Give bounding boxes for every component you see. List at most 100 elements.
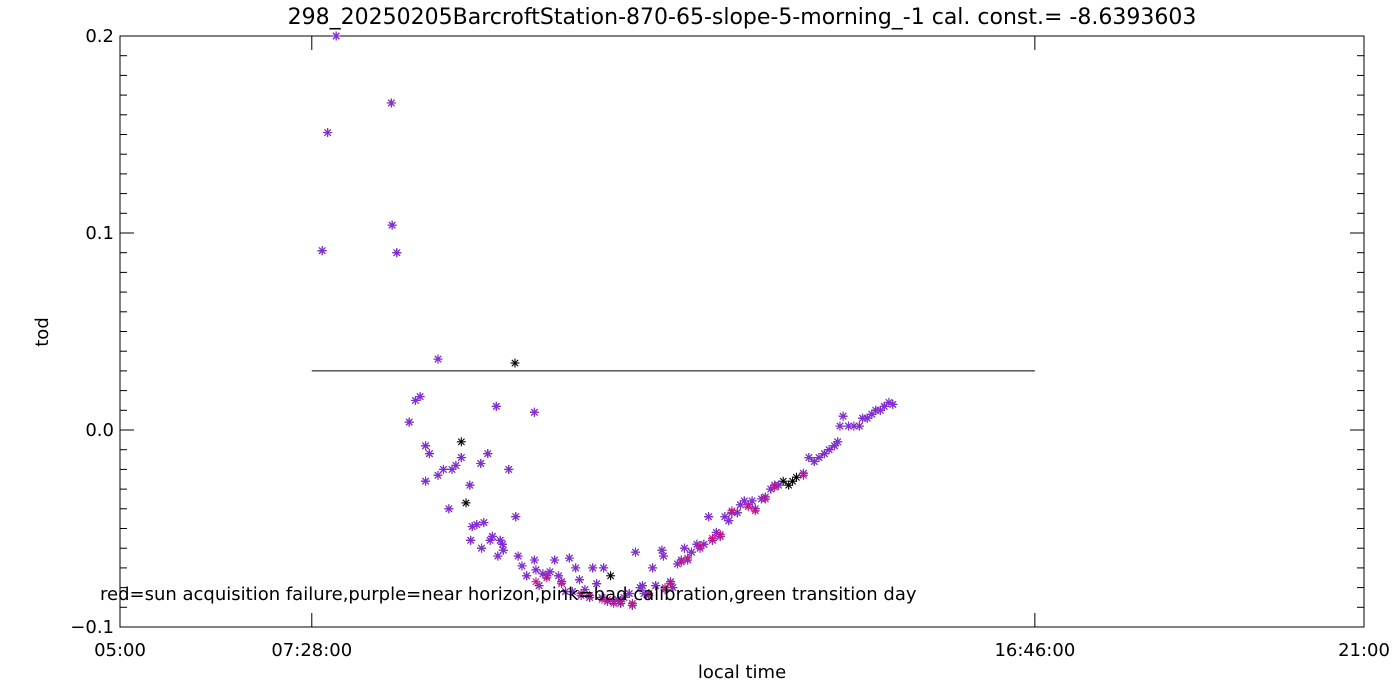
purple-asterisk-point bbox=[479, 518, 489, 528]
purple-asterisk-point bbox=[724, 516, 734, 526]
pink-asterisk-point bbox=[665, 579, 675, 589]
purple-asterisk-point bbox=[404, 417, 414, 427]
purple-asterisk-point bbox=[651, 581, 661, 591]
purple-asterisk-point bbox=[747, 496, 757, 506]
purple-asterisk-point bbox=[386, 98, 396, 108]
y-tick-label: 0.2 bbox=[85, 26, 114, 47]
purple-asterisk-point bbox=[438, 464, 448, 474]
purple-asterisk-point bbox=[433, 470, 443, 480]
purple-asterisk-point bbox=[513, 551, 523, 561]
purple-asterisk-point bbox=[564, 553, 574, 563]
purple-asterisk-point bbox=[531, 565, 541, 575]
pink-asterisk-point bbox=[683, 553, 693, 563]
purple-asterisk-point bbox=[493, 551, 503, 561]
purple-asterisk-point bbox=[766, 484, 776, 494]
purple-asterisk-point bbox=[888, 399, 898, 409]
black-asterisk-point bbox=[606, 571, 616, 581]
y-tick-label: −0.1 bbox=[70, 617, 114, 638]
black-asterisk-point bbox=[456, 437, 466, 447]
purple-asterisk-point bbox=[575, 575, 585, 585]
y-tick-label: 0.1 bbox=[85, 223, 114, 244]
purple-asterisk-point bbox=[624, 589, 634, 599]
purple-asterisk-point bbox=[466, 535, 476, 545]
purple-asterisk-point bbox=[658, 551, 668, 561]
purple-asterisk-point bbox=[465, 480, 475, 490]
black-asterisk-point bbox=[791, 472, 801, 482]
purple-asterisk-point bbox=[704, 512, 714, 522]
purple-asterisk-point bbox=[456, 453, 466, 463]
purple-asterisk-point bbox=[504, 464, 514, 474]
purple-asterisk-point bbox=[421, 476, 431, 486]
purple-asterisk-point bbox=[835, 421, 845, 431]
y-tick-label: 0.0 bbox=[85, 420, 114, 441]
purple-asterisk-point bbox=[561, 587, 571, 597]
purple-asterisk-point bbox=[599, 563, 609, 573]
pink-asterisk-point bbox=[695, 541, 705, 551]
purple-asterisk-point bbox=[534, 581, 544, 591]
purple-asterisk-point bbox=[511, 512, 521, 522]
purple-asterisk-point bbox=[568, 587, 578, 597]
pink-asterisk-point bbox=[750, 506, 760, 516]
x-tick-label: 05:00 bbox=[94, 640, 146, 661]
purple-asterisk-point bbox=[739, 496, 749, 506]
purple-asterisk-point bbox=[415, 392, 425, 402]
pink-asterisk-point bbox=[644, 589, 654, 599]
purple-asterisk-point bbox=[571, 563, 581, 573]
purple-asterisk-point bbox=[838, 411, 848, 421]
purple-asterisk-point bbox=[433, 354, 443, 364]
purple-asterisk-point bbox=[637, 581, 647, 591]
purple-asterisk-point bbox=[554, 571, 564, 581]
pink-asterisk-point bbox=[760, 494, 770, 504]
purple-asterisk-point bbox=[657, 545, 667, 555]
purple-asterisk-point bbox=[487, 531, 497, 541]
purple-asterisk-point bbox=[550, 555, 560, 565]
pink-asterisk-point bbox=[676, 557, 686, 567]
pink-asterisk-point bbox=[609, 598, 619, 608]
purple-asterisk-point bbox=[804, 453, 814, 463]
pink-asterisk-point bbox=[557, 579, 567, 589]
pink-asterisk-point bbox=[660, 583, 670, 593]
x-tick-label: 07:28:00 bbox=[271, 640, 352, 661]
pink-asterisk-point bbox=[715, 529, 725, 539]
purple-asterisk-point bbox=[517, 561, 527, 571]
purple-asterisk-point bbox=[323, 128, 333, 138]
purple-asterisk-point bbox=[592, 579, 602, 589]
legend-annotation: red=sun acquisition failure,purple=near … bbox=[100, 584, 917, 605]
purple-asterisk-point bbox=[491, 401, 501, 411]
purple-asterisk-point bbox=[814, 453, 824, 463]
pink-asterisk-point bbox=[576, 589, 586, 599]
purple-asterisk-point bbox=[529, 555, 539, 565]
black-asterisk-point bbox=[461, 498, 471, 508]
black-asterisk-point bbox=[510, 358, 520, 368]
purple-asterisk-point bbox=[809, 457, 819, 467]
purple-asterisk-point bbox=[833, 437, 843, 447]
purple-asterisk-point bbox=[498, 545, 508, 555]
purple-asterisk-point bbox=[854, 421, 864, 431]
purple-asterisk-point bbox=[451, 460, 461, 470]
x-axis-label: local time bbox=[698, 662, 786, 683]
pink-asterisk-point bbox=[531, 577, 541, 587]
purple-asterisk-point bbox=[476, 458, 486, 468]
pink-asterisk-point bbox=[585, 590, 595, 600]
purple-asterisk-point bbox=[444, 504, 454, 514]
purple-asterisk-point bbox=[498, 539, 508, 549]
purple-asterisk-point bbox=[686, 547, 696, 557]
purple-asterisk-point bbox=[679, 543, 689, 553]
pink-asterisk-point bbox=[707, 533, 717, 543]
pink-asterisk-point bbox=[542, 573, 552, 583]
purple-asterisk-point bbox=[317, 246, 327, 256]
purple-asterisk-point bbox=[392, 248, 402, 258]
purple-asterisk-point bbox=[648, 563, 658, 573]
purple-asterisk-point bbox=[529, 407, 539, 417]
purple-asterisk-point bbox=[522, 571, 532, 581]
pink-asterisk-point bbox=[798, 470, 808, 480]
pink-asterisk-point bbox=[770, 482, 780, 492]
pink-asterisk-point bbox=[727, 506, 737, 516]
pink-asterisk-point bbox=[597, 594, 607, 604]
purple-asterisk-point bbox=[588, 563, 598, 573]
purple-asterisk-point bbox=[630, 547, 640, 557]
purple-asterisk-point bbox=[495, 535, 505, 545]
purple-asterisk-point bbox=[483, 449, 493, 459]
pink-asterisk-point bbox=[743, 502, 753, 512]
